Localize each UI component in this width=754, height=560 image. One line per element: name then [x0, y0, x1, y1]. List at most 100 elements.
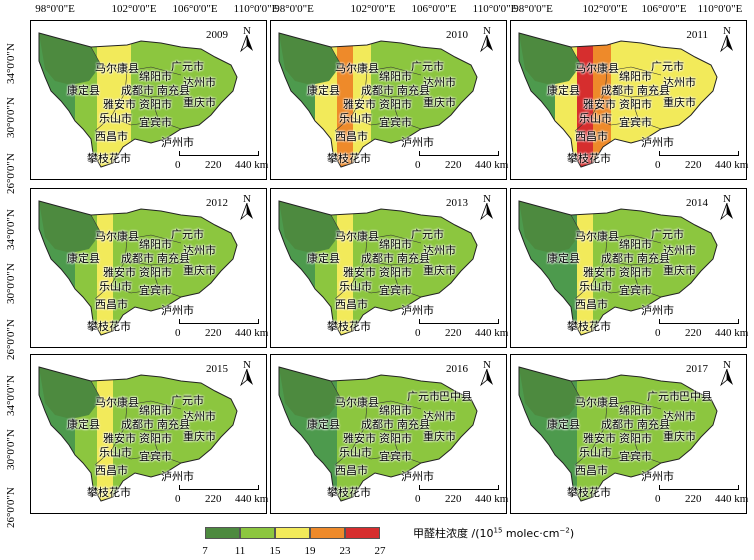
lon-label-102: 102°0'0"E	[582, 3, 628, 15]
scale-tick: 0	[655, 493, 661, 505]
lat-label-34: 34°0'0"N	[5, 375, 17, 416]
scale-tick: 220	[685, 159, 702, 171]
city-boundaries	[330, 46, 422, 132]
city-label-luzhou: 泸州市	[641, 136, 674, 149]
north-arrow-icon: N	[236, 359, 258, 389]
city-label-panzhihua: 攀枝花市	[87, 320, 131, 333]
city-label-panzhihua: 攀枝花市	[87, 152, 131, 165]
panel-year: 2013	[446, 197, 468, 209]
city-label-xichang: 西昌市	[95, 464, 128, 477]
map-panel-2016: 2016 N 马尔康县 绵阳市 广元市 达州市 康定县 成都市 南充县 雅安市 资阳市 重庆市 乐山市宜…	[270, 354, 509, 514]
city-label-leshan: 乐山市	[339, 280, 372, 293]
city-boundaries	[570, 46, 662, 132]
legend-swatch-3	[275, 527, 310, 539]
city-label-ziyang: 资阳市	[619, 266, 652, 279]
city-label-kangding: 康定县	[67, 252, 100, 265]
city-label-luzhou: 泸州市	[641, 470, 674, 483]
city-label-maerkang: 马尔康县	[575, 230, 619, 243]
city-label-panzhihua: 攀枝花市	[327, 152, 371, 165]
city-label-nanchong: 南充县	[637, 84, 670, 97]
city-label-yibin: 宜宾市	[139, 116, 172, 129]
lat-label-34: 34°0'0"N	[5, 43, 17, 84]
city-label-mianyang: 绵阳市	[139, 238, 172, 251]
city-label-dazhou: 达州市	[663, 410, 696, 423]
city-label-yibin: 宜宾市	[379, 450, 412, 463]
scale-tick: 0	[655, 159, 661, 171]
city-boundaries	[90, 46, 182, 132]
city-label-panzhihua: 攀枝花市	[87, 486, 131, 499]
north-arrow-icon: N	[476, 359, 498, 389]
city-label-maerkang: 马尔康县	[335, 396, 379, 409]
scale-tick: 0	[415, 159, 421, 171]
city-label-mianyang: 绵阳市	[619, 238, 652, 251]
city-label-leshan: 乐山市	[99, 446, 132, 459]
lon-label-102: 102°0'0"E	[111, 3, 157, 15]
city-label-nanchong: 南充县	[157, 84, 190, 97]
city-label-yaan: 雅安市	[103, 432, 136, 445]
map-panel-2011: 2011 N 马尔康县 绵阳市 广元市 达州市 康定县 成都市 南充县 雅安市 资阳市 重庆市 乐山市宜…	[510, 20, 748, 180]
city-label-yaan: 雅安市	[343, 266, 376, 279]
city-label-maerkang: 马尔康县	[335, 230, 379, 243]
legend-tick-19: 19	[304, 545, 316, 557]
concentration-band	[337, 367, 353, 501]
city-label-yaan: 雅安市	[583, 266, 616, 279]
concentration-band	[97, 33, 113, 167]
city-label-chongqing: 重庆市	[423, 96, 456, 109]
legend-swatch-4	[310, 527, 345, 539]
city-label-panzhihua: 攀枝花市	[327, 486, 371, 499]
legend-swatch-2	[240, 527, 275, 539]
north-arrow-icon: N	[716, 359, 738, 389]
lon-label-102: 102°0'0"E	[350, 3, 396, 15]
city-label-nanchong: 南充县	[157, 418, 190, 431]
city-label-chongqing: 重庆市	[183, 430, 216, 443]
city-label-xichang: 西昌市	[335, 464, 368, 477]
city-label-xichang: 西昌市	[95, 298, 128, 311]
legend-tick-11: 11	[234, 545, 246, 557]
map-region-2012	[38, 200, 238, 336]
city-label-yaan: 雅安市	[103, 266, 136, 279]
province-outline	[518, 32, 718, 168]
concentration-band	[577, 367, 593, 501]
city-label-leshan: 乐山市	[339, 446, 372, 459]
scale-tick: 440 km	[235, 327, 269, 339]
map-panel-2012: 2012 N 马尔康县 绵阳市 广元市 达州市 康定县 成都市 南充县 雅安市 资阳市 重庆市 乐山市宜…	[30, 188, 269, 348]
scale-tick: 440 km	[475, 327, 509, 339]
city-label-ziyang: 资阳市	[139, 266, 172, 279]
city-label-maerkang: 马尔康县	[335, 62, 379, 75]
city-label-chengdu: 成都市	[361, 252, 394, 265]
legend-title: 甲醛柱浓度 /(1015 molec·cm−2)	[413, 526, 575, 540]
city-label-chongqing: 重庆市	[663, 96, 696, 109]
concentration-band	[113, 33, 131, 167]
city-label-yibin: 宜宾市	[379, 116, 412, 129]
city-label-mianyang: 绵阳市	[139, 70, 172, 83]
scale-bar: 0 220 440 km	[175, 319, 269, 341]
city-label-maerkang: 马尔康县	[95, 62, 139, 75]
city-label-guangyuan: 广元市	[647, 390, 680, 403]
panel-year: 2016	[446, 363, 468, 375]
city-label-chengdu: 成都市	[601, 84, 634, 97]
city-label-luzhou: 泸州市	[161, 136, 194, 149]
city-label-chengdu: 成都市	[361, 84, 394, 97]
city-label-leshan: 乐山市	[579, 112, 612, 125]
city-label-yibin: 宜宾市	[619, 450, 652, 463]
scale-tick: 220	[685, 493, 702, 505]
city-label-nanchong: 南充县	[157, 252, 190, 265]
concentration-band	[593, 201, 611, 335]
map-panel-2017: 2017 N 马尔康县 绵阳市 广元市 达州市 康定县 成都市 南充县 雅安市 资阳市 重庆市 乐山市宜…	[510, 354, 748, 514]
concentration-band	[353, 33, 371, 167]
lat-label-26: 26°0'0"N	[5, 153, 17, 194]
scale-tick: 440 km	[475, 493, 509, 505]
city-label-luzhou: 泸州市	[401, 470, 434, 483]
city-label-guangyuan: 广元市	[651, 228, 684, 241]
scale-bar: 0 220 440 km	[415, 319, 509, 341]
map-region-2014	[518, 200, 718, 336]
concentration-band	[97, 201, 113, 335]
city-label-leshan: 乐山市	[339, 112, 372, 125]
lon-label-106: 106°0'0"E	[641, 3, 687, 15]
city-label-kangding: 康定县	[547, 252, 580, 265]
city-label-yibin: 宜宾市	[619, 284, 652, 297]
city-label-nanchong: 南充县	[637, 252, 670, 265]
city-label-leshan: 乐山市	[579, 280, 612, 293]
city-label-panzhihua: 攀枝花市	[567, 320, 611, 333]
city-label-maerkang: 马尔康县	[575, 62, 619, 75]
